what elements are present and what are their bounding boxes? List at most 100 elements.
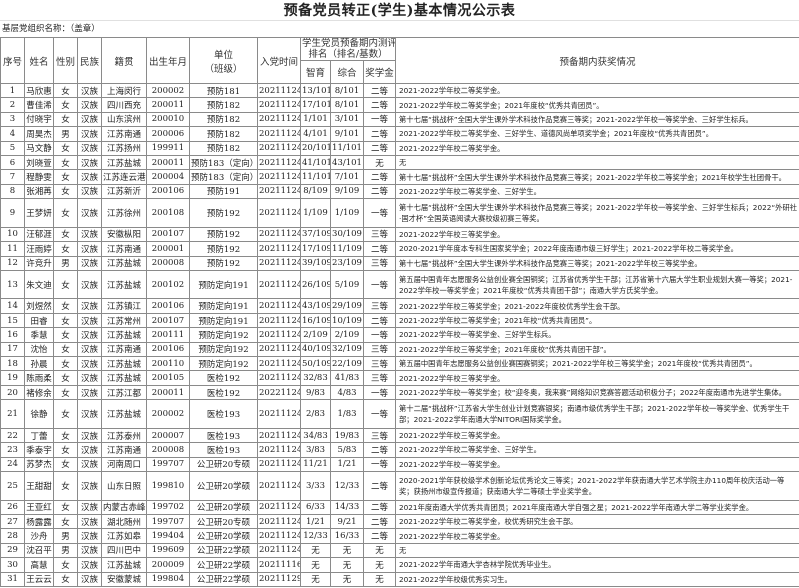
cell-intellectual-rank: 4/101 <box>300 126 331 142</box>
cell-unit: 预防183（定向） <box>189 169 258 185</box>
cell-index: 1 <box>0 82 25 99</box>
cell-intellectual-rank: 17/109 <box>300 241 331 257</box>
cell-unit: 医检193 <box>189 399 258 429</box>
cell-ethnicity: 汉族 <box>77 528 102 544</box>
cell-name: 杨露露 <box>24 513 54 530</box>
cell-overall-rank: 1/83 <box>330 399 364 429</box>
cell-name: 季泰宇 <box>24 442 54 458</box>
cell-index: 30 <box>0 557 25 573</box>
header-unit: 单位 （班级） <box>189 37 258 84</box>
cell-intellectual-rank: 41/101 <box>300 154 331 171</box>
cell-name: 王甜甜 <box>24 470 54 501</box>
cell-join-date: 20211124 <box>257 499 301 515</box>
header-rank-group: 学生党员预备期内测评 排名（排名/基数） <box>300 37 396 61</box>
cell-index: 2 <box>0 97 25 113</box>
cell-scholarship: 三等 <box>363 427 396 444</box>
cell-scholarship: 三等 <box>363 255 396 271</box>
cell-unit: 预防定向192 <box>189 356 258 372</box>
cell-intellectual-rank: 1/21 <box>300 513 331 530</box>
cell-overall-rank: 无 <box>330 557 364 573</box>
header-birth: 出生年月 <box>146 37 190 84</box>
cell-name: 陈雨柔 <box>24 370 54 386</box>
cell-intellectual-rank: 11/21 <box>300 456 331 472</box>
cell-hometown: 江苏盐城 <box>101 356 147 372</box>
cell-awards: 无 <box>395 542 799 559</box>
cell-ethnicity: 汉族 <box>77 327 102 343</box>
cell-unit: 预防定向191 <box>189 298 258 314</box>
cell-ethnicity: 汉族 <box>77 499 102 515</box>
cell-awards: 第十七届“挑战杯”全国大学生课外学术科技作品竞赛三等奖；2021-2022学年校… <box>395 198 799 228</box>
cell-birth: 200107 <box>146 312 190 329</box>
cell-index: 14 <box>0 298 25 314</box>
cell-unit: 预防183（定向） <box>189 154 258 171</box>
cell-join-date: 20211124 <box>257 269 301 300</box>
cell-unit: 医检193 <box>189 427 258 444</box>
cell-awards: 2020-2021学年度本专科生国家奖学金；2022年度南通市级三好学生；202… <box>395 241 799 257</box>
cell-ethnicity: 汉族 <box>77 427 102 444</box>
cell-gender: 女 <box>53 269 78 300</box>
cell-index: 12 <box>0 255 25 271</box>
cell-awards: 第十二届“挑战杯”江苏省大学生创业计划竞赛银奖；南通市级优秀学生干部；2021-… <box>395 399 799 429</box>
table-row: 4 周昊杰男汉族 江苏南通 200006 预防182 20211124 4/101 9/101… <box>0 126 799 142</box>
cell-unit: 医检193 <box>189 442 258 458</box>
cell-overall-rank: 19/83 <box>330 427 364 444</box>
header-ethnicity: 民族 <box>77 37 102 84</box>
cell-name: 马文静 <box>24 140 54 156</box>
cell-index: 18 <box>0 356 25 372</box>
cell-gender: 女 <box>53 341 78 358</box>
cell-join-date: 20211124 <box>257 226 301 243</box>
cell-index: 21 <box>0 399 25 429</box>
cell-birth: 200011 <box>146 384 190 401</box>
table-row: 8 张湘苒女汉族 江苏新沂 200106 预防191 20211124 8/109 9/109… <box>0 183 799 200</box>
cell-overall-rank: 5/83 <box>330 442 364 458</box>
cell-gender: 男 <box>53 126 78 142</box>
cell-unit: 预防192 <box>189 226 258 243</box>
cell-overall-rank: 5/109 <box>330 269 364 300</box>
cell-hometown: 江苏江都 <box>101 384 147 401</box>
cell-birth: 200108 <box>146 198 190 228</box>
cell-overall-rank: 无 <box>330 571 364 587</box>
cell-overall-rank: 7/101 <box>330 169 364 185</box>
cell-scholarship: 二等 <box>363 183 396 200</box>
cell-intellectual-rank: 13/101 <box>300 82 331 99</box>
cell-index: 27 <box>0 513 25 530</box>
cell-scholarship: 二等 <box>363 126 396 142</box>
cell-intellectual-rank: 50/109 <box>300 356 331 372</box>
cell-name: 丁蕾 <box>24 427 54 444</box>
cell-index: 7 <box>0 169 25 185</box>
cell-unit: 公卫研20学硕 <box>189 470 258 501</box>
cell-overall-rank: 1/109 <box>330 198 364 228</box>
cell-awards: 2021-2022学年校一等奖学金；校“迎冬奥，我来赛”网络知识竞赛答题活动积极… <box>395 384 799 401</box>
table-row: 9 王梦妍女汉族 江苏徐州 200108 预防192 20211124 1/109 1/109… <box>0 198 799 228</box>
cell-name: 刘晓萱 <box>24 154 54 171</box>
cell-awards: 2021-2022学年校二等奖学金、三好学生。 <box>395 183 799 200</box>
cell-ethnicity: 汉族 <box>77 126 102 142</box>
cell-birth: 200002 <box>146 82 190 99</box>
table-row: 25 王甜甜女汉族 山东日照 199810 公卫研20学硕 20211124 3/33 12/… <box>0 470 799 501</box>
cell-unit: 公卫研22学硕 <box>189 571 258 587</box>
cell-gender: 女 <box>53 557 78 573</box>
header-intellectual: 智育 <box>300 60 331 84</box>
cell-scholarship: 一等 <box>363 111 396 128</box>
cell-unit: 预防定向191 <box>189 269 258 300</box>
cell-hometown: 江苏盐城 <box>101 557 147 573</box>
cell-join-date: 20211124 <box>257 370 301 386</box>
cell-gender: 女 <box>53 456 78 472</box>
cell-awards: 第五届中国青年志愿服务公益创业赛国赛铜奖；2021-2022学年校三等奖学金；2… <box>395 356 799 372</box>
cell-overall-rank: 22/109 <box>330 356 364 372</box>
cell-awards: 第十七届“挑战杯”全国大学生课外学术科技作品竞赛三等奖；2021-2022学年校… <box>395 111 799 128</box>
cell-birth: 199404 <box>146 528 190 544</box>
cell-ethnicity: 汉族 <box>77 356 102 372</box>
cell-overall-rank: 16/33 <box>330 528 364 544</box>
cell-intellectual-rank: 11/101 <box>300 169 331 185</box>
cell-unit: 预防定向192 <box>189 327 258 343</box>
cell-intellectual-rank: 1/109 <box>300 198 331 228</box>
cell-unit: 预防181 <box>189 82 258 99</box>
table-row: 27 杨露露女汉族 湖北随州 199707 公卫研20专硕 20211124 1/21 9/2… <box>0 513 799 530</box>
header-gender: 性别 <box>53 37 78 84</box>
cell-awards: 2021-2022学年校一等奖学金。 <box>395 456 799 472</box>
cell-ethnicity: 汉族 <box>77 470 102 501</box>
cell-scholarship: 一等 <box>363 198 396 228</box>
cell-awards: 2021-2022学年校二等奖学金。 <box>395 140 799 156</box>
cell-hometown: 江苏泰州 <box>101 427 147 444</box>
